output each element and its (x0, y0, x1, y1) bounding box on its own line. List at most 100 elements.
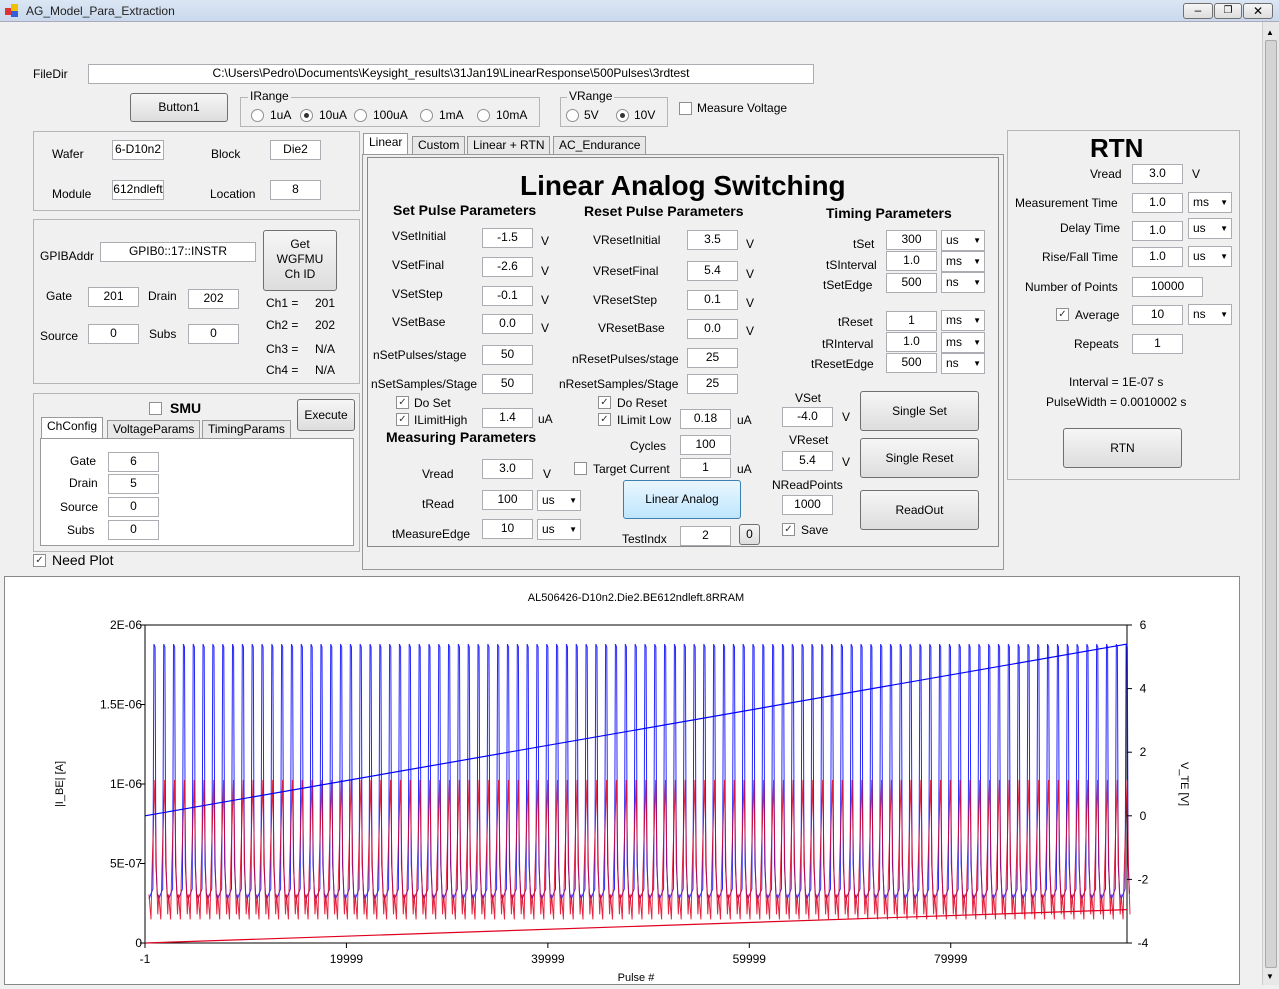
location-input[interactable]: 8 (270, 180, 321, 200)
tmeasure-unit-select[interactable]: us ▼ (537, 519, 581, 540)
source-input[interactable]: 0 (88, 324, 139, 344)
tab-chconfig[interactable]: ChConfig (41, 417, 104, 439)
get-wgfmu-ch-id-button[interactable]: Get WGFMU Ch ID (263, 230, 337, 291)
tab-custom[interactable]: Custom (412, 136, 466, 155)
vread-input[interactable]: 3.0 (482, 459, 533, 479)
tab-linear-rtn[interactable]: Linear + RTN (467, 136, 551, 155)
vset-base-input[interactable]: 0.0 (482, 314, 533, 334)
ilimit-high-input[interactable]: 1.4 (482, 408, 533, 428)
maximize-button[interactable]: ❐ (1214, 3, 1242, 19)
wafer-input[interactable]: 6-D10n2 (112, 140, 164, 160)
rtn-dt-input[interactable]: 1.0 (1132, 221, 1183, 241)
scroll-down-icon[interactable]: ▼ (1266, 972, 1274, 981)
tresetedge-input[interactable]: 500 (886, 353, 937, 373)
trinterval-input[interactable]: 1.0 (886, 332, 937, 352)
rtn-avg-unit-select[interactable]: ns ▼ (1188, 304, 1232, 325)
measure-voltage-checkbox[interactable] (679, 102, 692, 115)
scroll-up-icon[interactable]: ▲ (1266, 28, 1274, 37)
nreset-pulses-input[interactable]: 25 (687, 348, 738, 368)
vertical-scrollbar[interactable]: ▲ ▼ (1262, 22, 1279, 985)
vset-input[interactable]: -4.0 (782, 407, 833, 427)
tsetedge-input[interactable]: 500 (886, 273, 937, 293)
tread-input[interactable]: 100 (482, 490, 533, 510)
smu-drain-input[interactable]: 5 (108, 474, 159, 494)
vreset-base-input[interactable]: 0.0 (687, 319, 738, 339)
target-current-checkbox[interactable] (574, 462, 587, 475)
vset-step-input[interactable]: -0.1 (482, 286, 533, 306)
nset-samples-input[interactable]: 50 (482, 374, 533, 394)
vreset-input[interactable]: 5.4 (782, 451, 833, 471)
scroll-thumb[interactable] (1265, 40, 1277, 968)
drain-input[interactable]: 202 (188, 289, 239, 309)
gpib-addr-input[interactable]: GPIB0::17::INSTR (100, 242, 256, 262)
tab-timingparams[interactable]: TimingParams (202, 420, 291, 439)
vset-initial-input[interactable]: -1.5 (482, 228, 533, 248)
irange-10ma-radio[interactable] (477, 109, 490, 122)
rtn-mt-unit-select[interactable]: ms ▼ (1188, 192, 1232, 213)
vset-final-input[interactable]: -2.6 (482, 257, 533, 277)
block-input[interactable]: Die2 (270, 140, 321, 160)
tset-unit-select[interactable]: us ▼ (941, 230, 985, 251)
rtn-mt-input[interactable]: 1.0 (1132, 193, 1183, 213)
smu-subs-input[interactable]: 0 (108, 520, 159, 540)
filedir-input[interactable]: C:\Users\Pedro\Documents\Keysight_result… (88, 64, 814, 84)
rtn-rf-unit-select[interactable]: us ▼ (1188, 246, 1232, 267)
vrange-5v-radio[interactable] (566, 109, 579, 122)
smu-gate-input[interactable]: 6 (108, 452, 159, 472)
nread-input[interactable]: 1000 (782, 495, 833, 515)
testindx-button[interactable]: 0 (739, 524, 760, 545)
testindx-input[interactable]: 2 (680, 526, 731, 546)
linear-analog-button[interactable]: Linear Analog (623, 480, 741, 519)
execute-button[interactable]: Execute (297, 399, 355, 431)
single-reset-button[interactable]: Single Reset (860, 438, 979, 478)
ilimit-low-checkbox[interactable]: ✓ (598, 413, 611, 426)
irange-100ua-radio[interactable] (354, 109, 367, 122)
rtn-rep-input[interactable]: 1 (1132, 334, 1183, 354)
single-set-button[interactable]: Single Set (860, 391, 979, 431)
need-plot-checkbox[interactable]: ✓ (33, 554, 46, 567)
irange-1ua-radio[interactable] (251, 109, 264, 122)
tread-unit-select[interactable]: us ▼ (537, 490, 581, 511)
smu-checkbox[interactable] (149, 402, 162, 415)
do-set-checkbox[interactable]: ✓ (396, 396, 409, 409)
module-input[interactable]: 612ndleft (112, 180, 164, 200)
vreset-final-input[interactable]: 5.4 (687, 261, 738, 281)
ilimit-high-checkbox[interactable]: ✓ (396, 413, 409, 426)
subs-input[interactable]: 0 (188, 324, 239, 344)
minimize-button[interactable]: – (1183, 3, 1213, 19)
nset-pulses-input[interactable]: 50 (482, 345, 533, 365)
rtn-average-checkbox[interactable]: ✓ (1056, 308, 1069, 321)
save-checkbox[interactable]: ✓ (782, 523, 795, 536)
treset-input[interactable]: 1 (886, 311, 937, 331)
rtn-rf-input[interactable]: 1.0 (1132, 247, 1183, 267)
tab-voltageparams[interactable]: VoltageParams (107, 420, 201, 439)
tset-input[interactable]: 300 (886, 230, 937, 250)
rtn-np-input[interactable]: 10000 (1132, 277, 1203, 297)
smu-source-input[interactable]: 0 (108, 497, 159, 517)
close-button[interactable]: ✕ (1243, 3, 1273, 19)
tsinterval-input[interactable]: 1.0 (886, 251, 937, 271)
do-reset-checkbox[interactable]: ✓ (598, 396, 611, 409)
tsinterval-unit-select[interactable]: ms ▼ (941, 251, 985, 272)
rtn-vread-input[interactable]: 3.0 (1132, 164, 1183, 184)
irange-1ma-radio[interactable] (420, 109, 433, 122)
gate-input[interactable]: 201 (88, 287, 139, 307)
irange-10ua-radio[interactable] (300, 109, 313, 122)
rtn-avg-input[interactable]: 10 (1132, 305, 1183, 325)
cycles-input[interactable]: 100 (680, 435, 731, 455)
tab-ac-endurance[interactable]: AC_Endurance (553, 136, 647, 155)
trinterval-unit-select[interactable]: ms ▼ (941, 332, 985, 353)
nreset-samples-input[interactable]: 25 (687, 374, 738, 394)
readout-button[interactable]: ReadOut (860, 490, 979, 530)
vreset-step-input[interactable]: 0.1 (687, 290, 738, 310)
tsetedge-unit-select[interactable]: ns ▼ (941, 272, 985, 293)
rtn-dt-unit-select[interactable]: us ▼ (1188, 218, 1232, 239)
rtn-button[interactable]: RTN (1063, 428, 1182, 468)
tresetedge-unit-select[interactable]: ns ▼ (941, 353, 985, 374)
treset-unit-select[interactable]: ms ▼ (941, 310, 985, 331)
tmeasure-input[interactable]: 10 (482, 519, 533, 539)
target-current-input[interactable]: 1 (680, 458, 731, 478)
button1[interactable]: Button1 (130, 93, 228, 122)
vrange-10v-radio[interactable] (616, 109, 629, 122)
vreset-initial-input[interactable]: 3.5 (687, 230, 738, 250)
